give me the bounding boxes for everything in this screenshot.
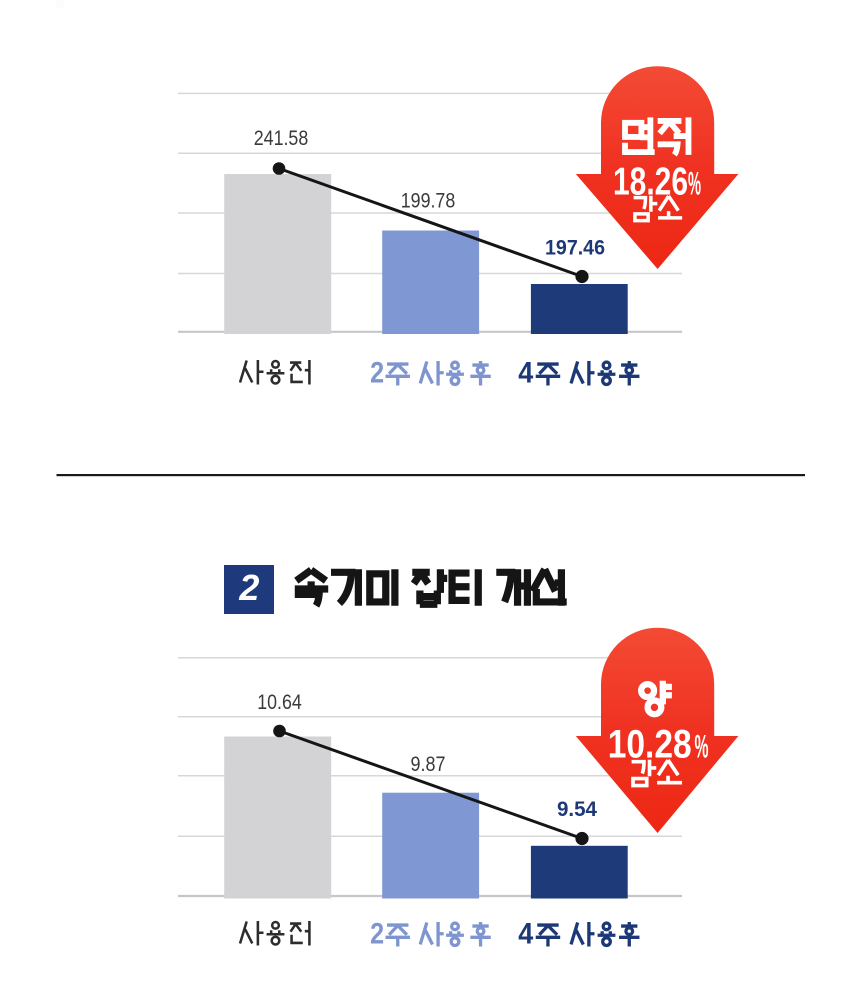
svg-text:10.28: 10.28	[608, 723, 692, 767]
svg-text:4: 4	[518, 356, 533, 389]
svg-text:197.46: 197.46	[545, 235, 605, 259]
svg-text:2: 2	[370, 917, 384, 950]
svg-text:10.64: 10.64	[257, 690, 302, 714]
svg-text:%: %	[688, 166, 701, 202]
svg-text:18.26: 18.26	[613, 161, 688, 204]
svg-text:9.87: 9.87	[411, 752, 446, 776]
svg-text:199.78: 199.78	[401, 188, 456, 212]
svg-text:4: 4	[518, 917, 533, 950]
svg-text:%: %	[695, 729, 709, 765]
svg-text:2: 2	[370, 356, 384, 389]
svg-text:2: 2	[238, 567, 259, 608]
svg-text:241.58: 241.58	[254, 126, 309, 150]
svg-text:9.54: 9.54	[557, 797, 597, 821]
